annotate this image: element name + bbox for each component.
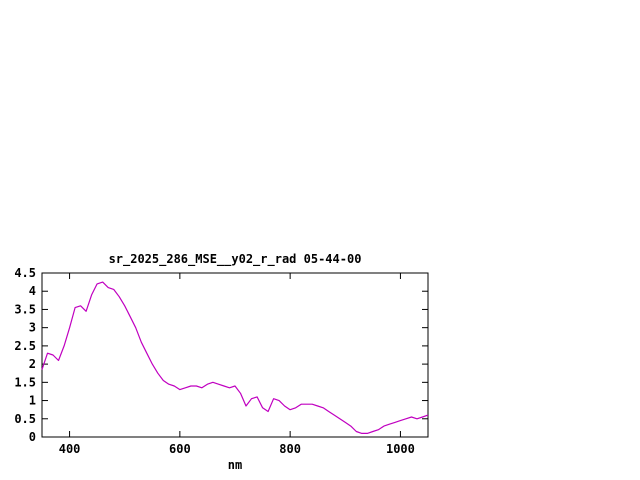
y-tick-label: 2.5 <box>14 339 36 353</box>
series-line <box>41 281 429 434</box>
plot-border <box>41 272 429 438</box>
x-tick-label: 600 <box>169 442 191 456</box>
x-tick-label: 400 <box>59 442 81 456</box>
y-tick-label: 0.5 <box>14 412 36 426</box>
y-tick-label: 1.5 <box>14 375 36 389</box>
y-tick-label: 0 <box>29 430 36 444</box>
y-tick-label: 3 <box>29 321 36 335</box>
y-tick-label: 3.5 <box>14 302 36 316</box>
x-tick-label: 1000 <box>386 442 415 456</box>
y-tick-label: 2 <box>29 357 36 371</box>
y-tick-label: 4 <box>29 284 36 298</box>
chart-title: sr_2025_286_MSE__y02_r_rad 05-44-00 <box>109 252 362 267</box>
x-tick-label: 800 <box>279 442 301 456</box>
y-tick-label: 1 <box>29 394 36 408</box>
x-axis-label: nm <box>228 458 242 472</box>
y-tick-label: 4.5 <box>14 266 36 280</box>
